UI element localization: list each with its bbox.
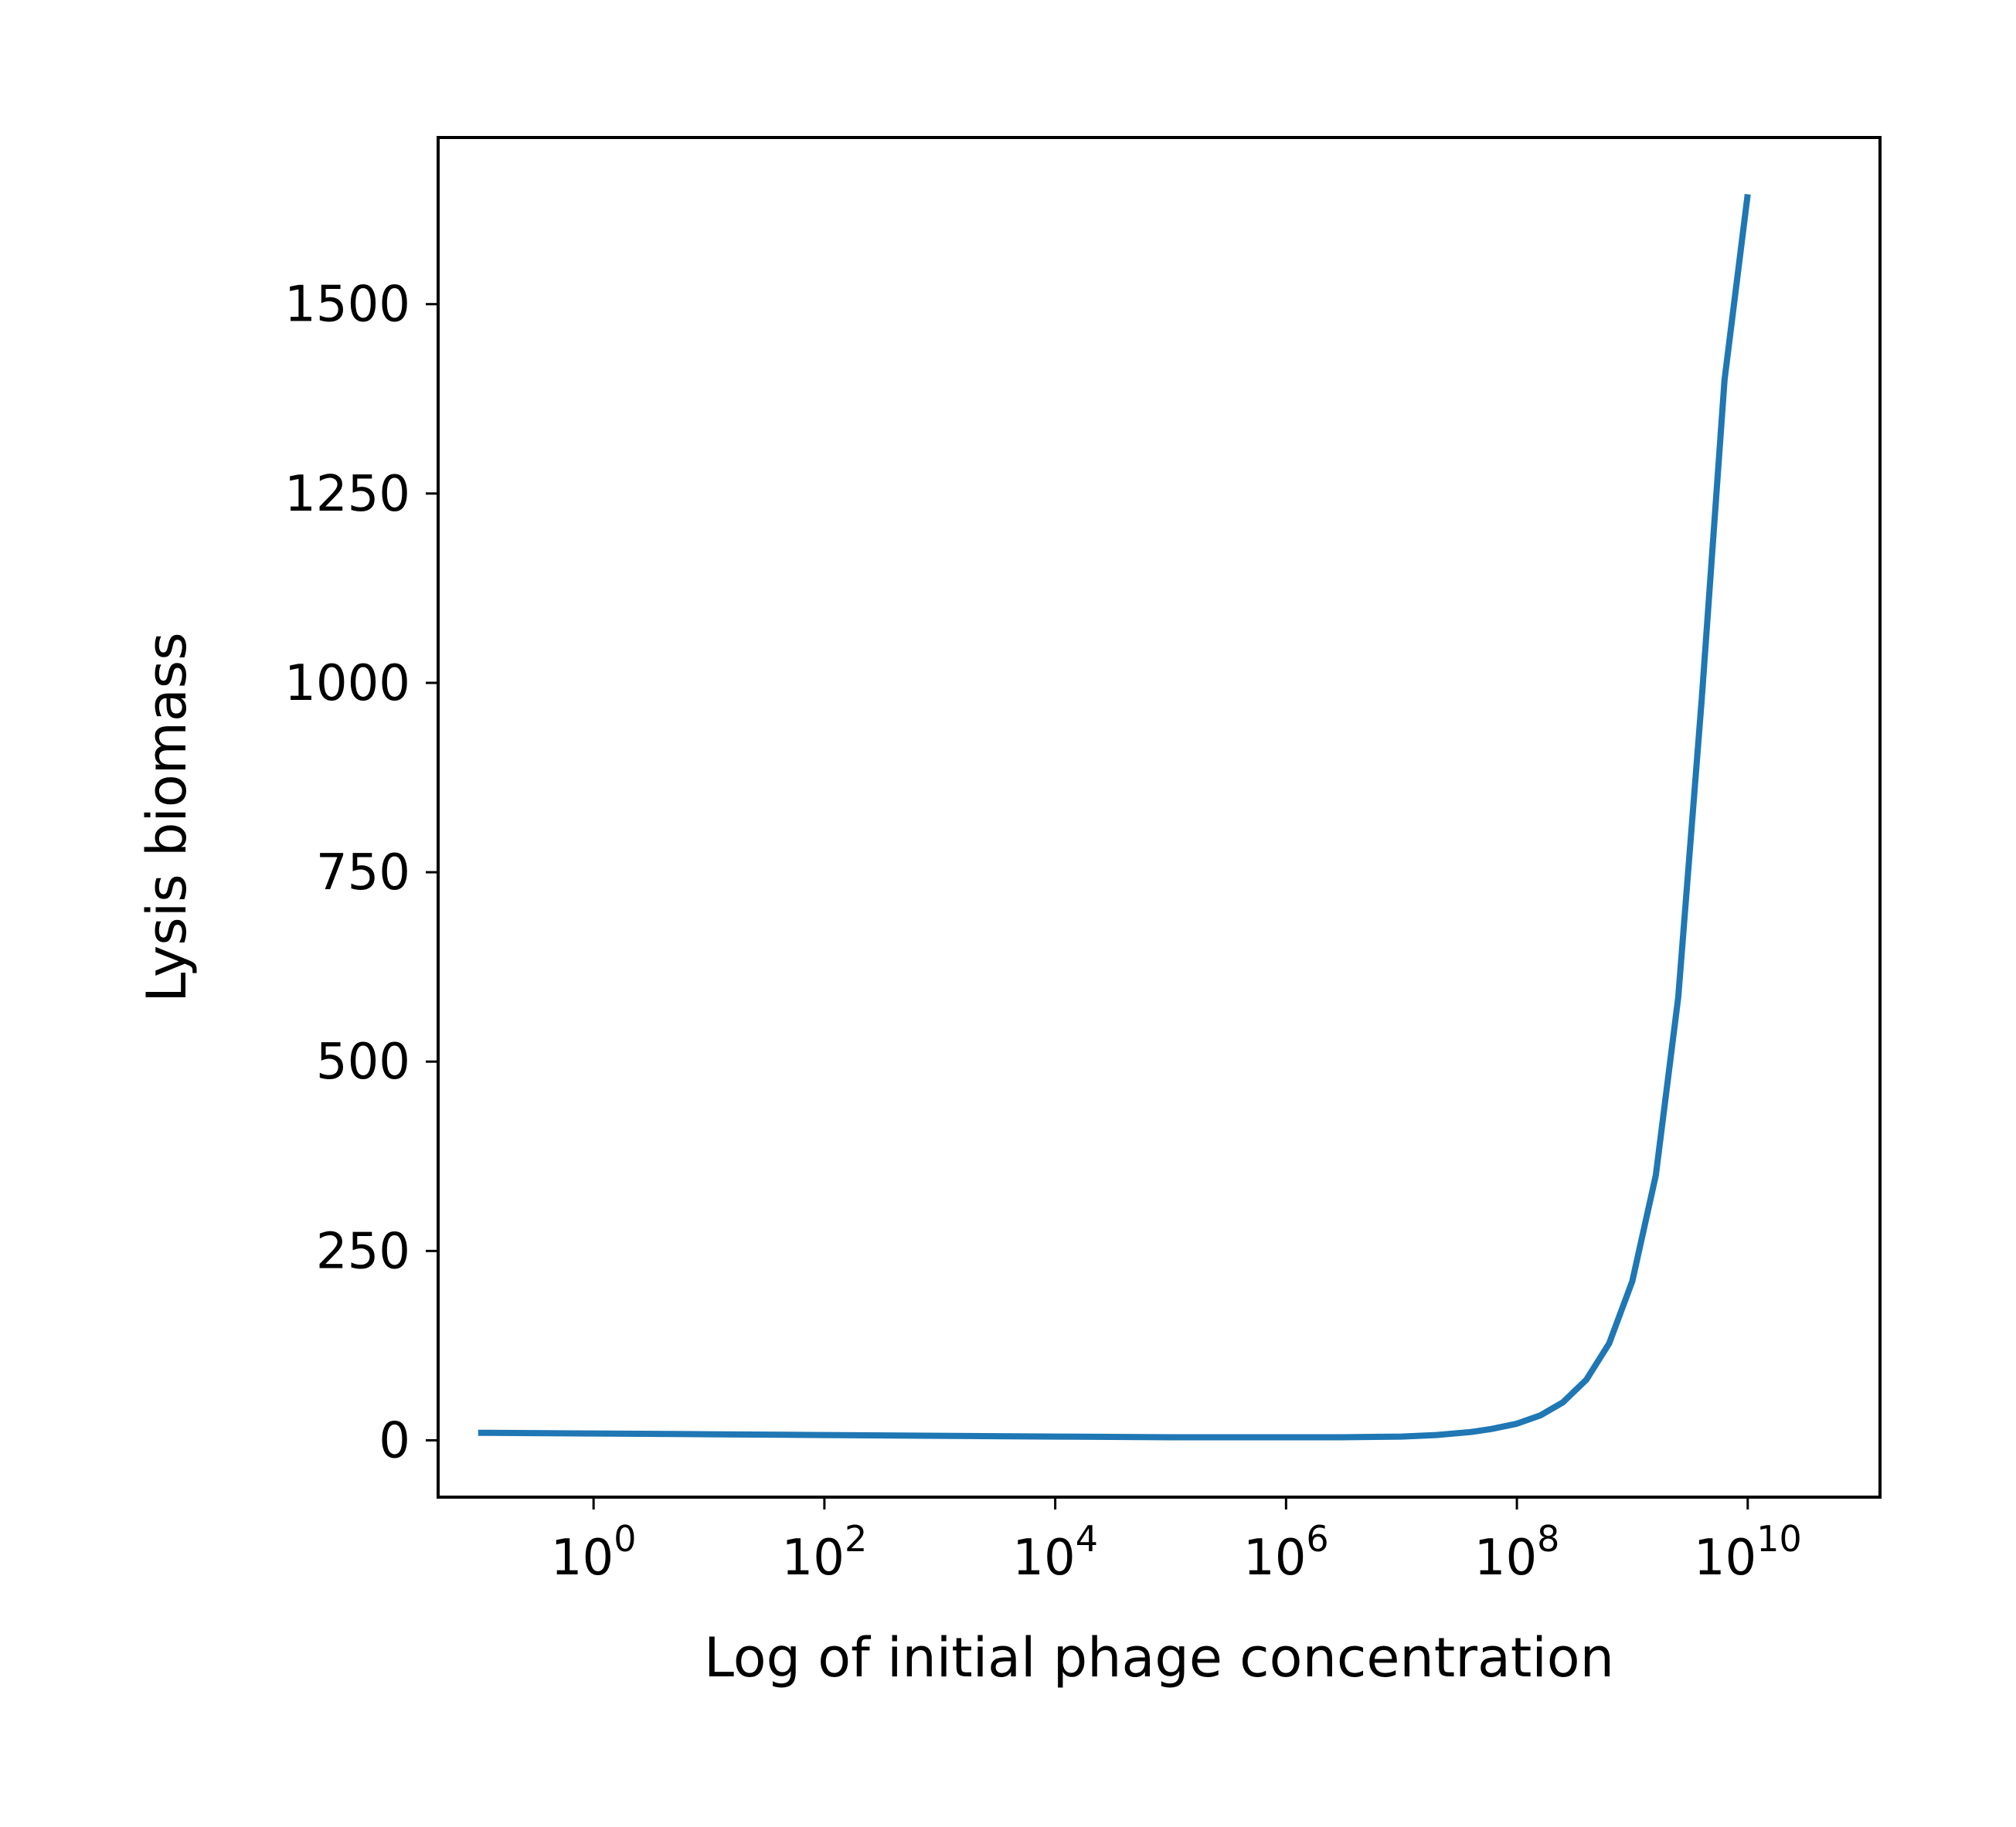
y-tick-label: 500	[316, 1034, 410, 1091]
series-layer	[478, 194, 1751, 1441]
x-tick-label: 100	[551, 1518, 637, 1587]
x-axis-label: Log of initial phage concentration	[704, 1626, 1614, 1689]
x-tick-label: 106	[1243, 1518, 1329, 1587]
y-tick-label: 750	[316, 844, 410, 902]
y-tick-label: 1500	[284, 277, 410, 334]
y-tick-label: 1000	[284, 655, 410, 712]
x-tick-label: 104	[1012, 1518, 1098, 1587]
x-tick-label: 102	[782, 1518, 868, 1587]
y-tick-label: 1250	[284, 466, 410, 523]
x-axis-ticks: 100 102 104 106 108 1010	[551, 1497, 1802, 1587]
plot-frame	[437, 136, 1882, 1499]
series-line	[478, 194, 1751, 1441]
x-tick-label: 1010	[1694, 1518, 1802, 1587]
y-axis-label: Lysis biomass	[135, 632, 199, 1002]
x-tick-label: 108	[1474, 1518, 1560, 1587]
y-axis-ticks: 0 250 500 750 1000 1250 1500	[284, 277, 438, 1469]
y-tick-label: 250	[316, 1223, 410, 1280]
y-tick-label: 0	[379, 1412, 410, 1469]
